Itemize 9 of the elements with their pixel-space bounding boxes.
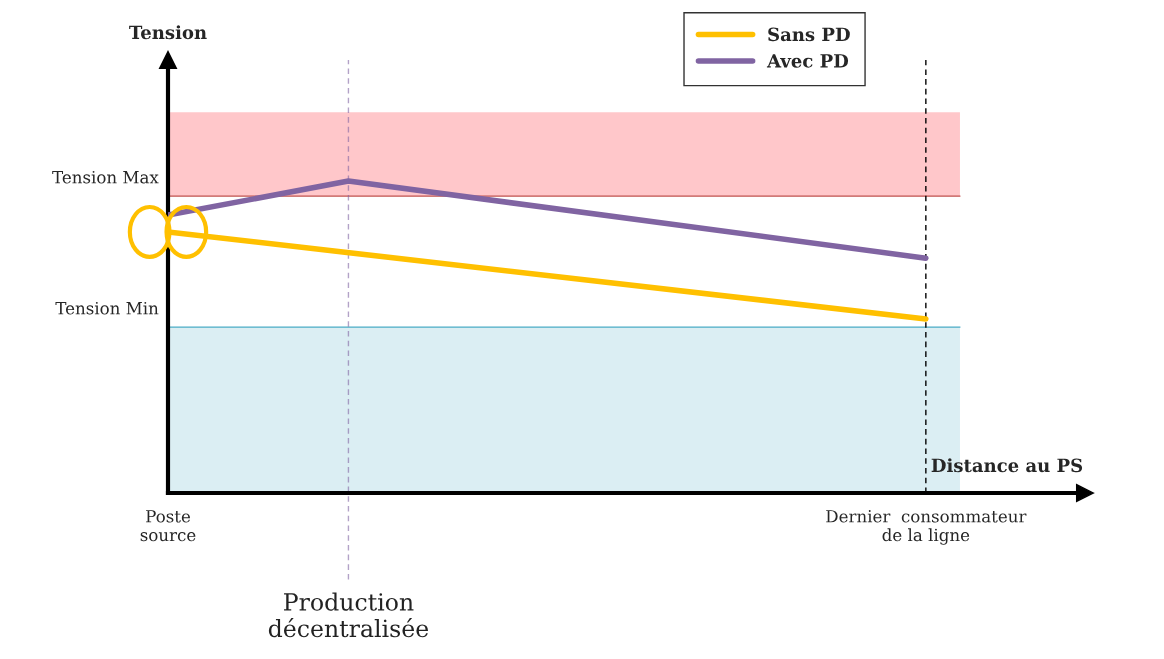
- text: Production décentralisée: [268, 592, 429, 638]
- ref-line-label: Tension Min: [55, 301, 159, 315]
- x-axis-title: Distance au PS: [931, 458, 1083, 473]
- x-tick-label: Poste source: [140, 510, 196, 542]
- x-tick-label: Dernier consommateur de la ligne: [826, 510, 1027, 545]
- text: Tension: [129, 25, 207, 40]
- legend-label: Avec PD: [766, 54, 849, 68]
- ref-line-label: Tension Max: [52, 170, 159, 184]
- legend-label: Sans PD: [768, 27, 850, 42]
